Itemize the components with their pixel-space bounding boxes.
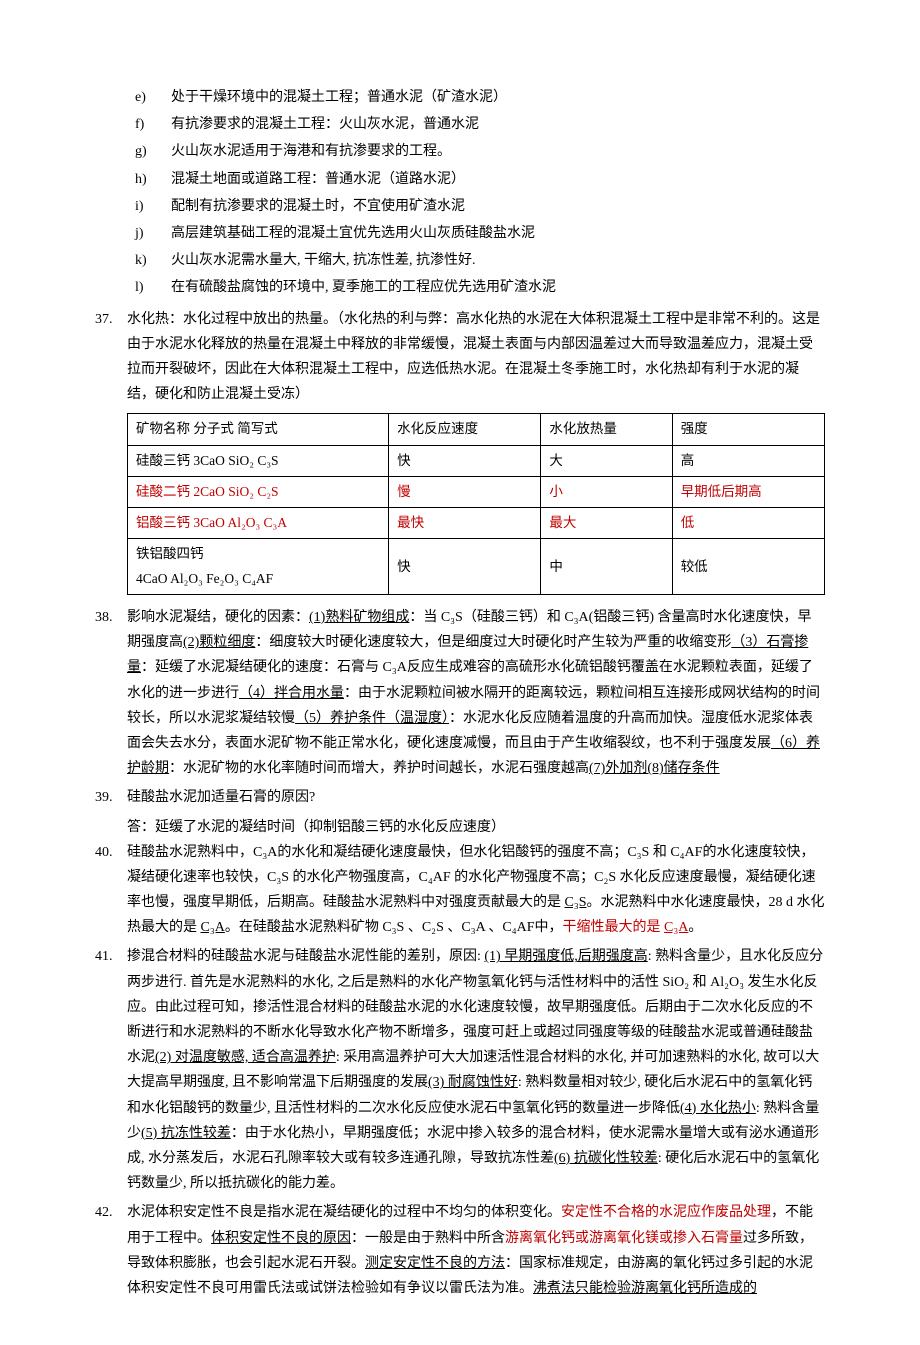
table-header: 矿物名称 分子式 简写式 <box>128 414 389 445</box>
text-span: 影响水泥凝结，硬化的因素： <box>127 610 309 625</box>
sub-text: 火山灰水泥适用于海港和有抗渗要求的工程。 <box>171 139 451 164</box>
item-39-a: 答：延缓了水泥的凝结时间（抑制铝酸三钙的水化反应速度） <box>127 815 825 840</box>
item-38-num: 38. <box>95 605 127 781</box>
item-42-text: 水泥体积安定性不良是指水泥在凝结硬化的过程中不均匀的体积变化。安定性不合格的水泥… <box>127 1200 825 1301</box>
text-span: 测定安定性不良的方法 <box>365 1256 505 1271</box>
text-span: 体积安定性不良的原因 <box>211 1231 351 1246</box>
item-38: 38. 影响水泥凝结，硬化的因素：(1)熟料矿物组成：当 C₃S（硅酸三钙）和 … <box>95 605 825 781</box>
text-span: (3) 耐腐蚀性好 <box>428 1075 518 1090</box>
sub-text: 有抗渗要求的混凝土工程：火山灰水泥，普通水泥 <box>171 112 479 137</box>
text-span: （5）养护条件（温湿度） <box>295 711 449 726</box>
sub-marker: e) <box>135 85 171 110</box>
sub-text: 高层建筑基础工程的混凝土宜优先选用火山灰质硅酸盐水泥 <box>171 221 535 246</box>
table-cell: 低 <box>672 508 824 539</box>
table-row: 铁铝酸四钙4CaO Al₂O₃ Fe₂O₃ C₄AF快中较低 <box>128 539 825 595</box>
minerals-table: 矿物名称 分子式 简写式水化反应速度水化放热量强度硅酸三钙 3CaO SiO₂ … <box>127 413 825 595</box>
table-row: 硅酸二钙 2CaO SiO₂ C₂S慢小早期低后期高 <box>128 476 825 507</box>
sub-marker: g) <box>135 139 171 164</box>
sub-marker: l) <box>135 275 171 300</box>
sub-text: 在有硫酸盐腐蚀的环境中, 夏季施工的工程应优先选用矿渣水泥 <box>171 275 556 300</box>
text-span: C₃A <box>201 920 225 935</box>
text-span: (6) 抗碳化性较差 <box>554 1151 658 1166</box>
text-span: 。 <box>688 920 702 935</box>
sub-item: g)火山灰水泥适用于海港和有抗渗要求的工程。 <box>135 139 825 164</box>
text-span: （4）拌合用水量 <box>239 686 344 701</box>
text-span: 水泥体积安定性不良是指水泥在凝结硬化的过程中不均匀的体积变化。 <box>127 1205 561 1220</box>
text-span: 安定性不合格的水泥应作废品处理 <box>561 1205 771 1220</box>
item-38-text: 影响水泥凝结，硬化的因素：(1)熟料矿物组成：当 C₃S（硅酸三钙）和 C₃A(… <box>127 605 825 781</box>
text-span: : 熟料含量少，且水化反应分两步进行. 首先是水泥熟料的水化, 之后是熟料的水化… <box>127 949 823 1065</box>
item-37: 37. 水化热：水化过程中放出的热量。（水化热的利与弊：高水化热的水泥在大体积混… <box>95 307 825 408</box>
item-42: 42. 水泥体积安定性不良是指水泥在凝结硬化的过程中不均匀的体积变化。安定性不合… <box>95 1200 825 1301</box>
sub-text: 火山灰水泥需水量大, 干缩大, 抗冻性差, 抗渗性好. <box>171 248 476 273</box>
sub-marker: k) <box>135 248 171 273</box>
table-cell: 最大 <box>541 508 672 539</box>
text-span: 干缩性最大的是 <box>563 920 665 935</box>
text-span: (2)颗粒细度 <box>183 635 255 650</box>
item-42-num: 42. <box>95 1200 127 1301</box>
text-span: 。在硅酸盐水泥熟料矿物 C₃S 、C₂S 、C₃A 、C₄AF中， <box>225 920 563 935</box>
sub-item: i)配制有抗渗要求的混凝土时，不宜使用矿渣水泥 <box>135 194 825 219</box>
sub-item: e)处于干燥环境中的混凝土工程；普通水泥（矿渣水泥） <box>135 85 825 110</box>
table-row: 铝酸三钙 3CaO Al₂O₃ C₃A最快最大低 <box>128 508 825 539</box>
sub-marker: i) <box>135 194 171 219</box>
sub-text: 处于干燥环境中的混凝土工程；普通水泥（矿渣水泥） <box>171 85 507 110</box>
sub-text: 配制有抗渗要求的混凝土时，不宜使用矿渣水泥 <box>171 194 465 219</box>
text-span: ：一般是由于熟料中所含 <box>351 1231 505 1246</box>
table-header: 水化反应速度 <box>389 414 541 445</box>
text-span: (1)熟料矿物组成 <box>309 610 409 625</box>
sub-item: f)有抗渗要求的混凝土工程：火山灰水泥，普通水泥 <box>135 112 825 137</box>
text-span: (1) 早期强度低,后期强度高 <box>484 949 647 964</box>
text-span: C₃A <box>664 920 688 935</box>
item-37-text: 水化热：水化过程中放出的热量。（水化热的利与弊：高水化热的水泥在大体积混凝土工程… <box>127 307 825 408</box>
sub-list: e)处于干燥环境中的混凝土工程；普通水泥（矿渣水泥）f)有抗渗要求的混凝土工程：… <box>135 85 825 301</box>
table-header: 强度 <box>672 414 824 445</box>
item-40: 40. 硅酸盐水泥熟料中，C₃A的水化和凝结硬化速度最快，但水化铝酸钙的强度不高… <box>95 840 825 941</box>
item-39-q: 硅酸盐水泥加适量石膏的原因? <box>127 785 825 810</box>
table-cell: 高 <box>672 445 824 476</box>
sub-item: k)火山灰水泥需水量大, 干缩大, 抗冻性差, 抗渗性好. <box>135 248 825 273</box>
sub-marker: j) <box>135 221 171 246</box>
text-span: 沸煮法只能检验游离氧化钙所造成的 <box>533 1281 757 1296</box>
item-39-num: 39. <box>95 785 127 810</box>
text-span: C₃S <box>565 895 587 910</box>
table-row: 硅酸三钙 3CaO SiO₂ C₃S快大高 <box>128 445 825 476</box>
table-cell: 快 <box>389 445 541 476</box>
table-cell: 铁铝酸四钙4CaO Al₂O₃ Fe₂O₃ C₄AF <box>128 539 389 595</box>
text-span: (5) 抗冻性较差 <box>141 1126 231 1141</box>
text-span: ：细度较大时硬化速度较大，但是细度过大时硬化时产生较为严重的收缩变形 <box>255 635 731 650</box>
text-span: ：水泥矿物的水化率随时间而增大，养护时间越长，水泥石强度越高 <box>169 761 589 776</box>
sub-text: 混凝土地面或道路工程：普通水泥（道路水泥） <box>171 167 465 192</box>
table-cell: 大 <box>541 445 672 476</box>
text-span: (2) 对温度敏感, 适合高温养护 <box>155 1050 336 1065</box>
table-cell: 快 <box>389 539 541 595</box>
sub-item: h)混凝土地面或道路工程：普通水泥（道路水泥） <box>135 167 825 192</box>
table-cell: 较低 <box>672 539 824 595</box>
table-cell: 慢 <box>389 476 541 507</box>
text-span: (7)外加剂(8)储存条件 <box>589 761 720 776</box>
item-41-text: 掺混合材料的硅酸盐水泥与硅酸盐水泥性能的差别，原因: (1) 早期强度低,后期强… <box>127 944 825 1196</box>
sub-marker: f) <box>135 112 171 137</box>
table-cell: 小 <box>541 476 672 507</box>
sub-marker: h) <box>135 167 171 192</box>
text-span: (4) 水化热小 <box>680 1101 756 1116</box>
item-40-text: 硅酸盐水泥熟料中，C₃A的水化和凝结硬化速度最快，但水化铝酸钙的强度不高；C₃S… <box>127 840 825 941</box>
item-41-num: 41. <box>95 944 127 1196</box>
table-cell: 硅酸三钙 3CaO SiO₂ C₃S <box>128 445 389 476</box>
item-41: 41. 掺混合材料的硅酸盐水泥与硅酸盐水泥性能的差别，原因: (1) 早期强度低… <box>95 944 825 1196</box>
text-span: 掺混合材料的硅酸盐水泥与硅酸盐水泥性能的差别，原因: <box>127 949 484 964</box>
item-39: 39. 硅酸盐水泥加适量石膏的原因? <box>95 785 825 810</box>
text-span: 游离氧化钙或游离氧化镁或掺入石膏量 <box>505 1231 743 1246</box>
item-40-num: 40. <box>95 840 127 941</box>
table-cell: 早期低后期高 <box>672 476 824 507</box>
sub-item: l)在有硫酸盐腐蚀的环境中, 夏季施工的工程应优先选用矿渣水泥 <box>135 275 825 300</box>
table-cell: 最快 <box>389 508 541 539</box>
table-header: 水化放热量 <box>541 414 672 445</box>
table-cell: 中 <box>541 539 672 595</box>
table-cell: 铝酸三钙 3CaO Al₂O₃ C₃A <box>128 508 389 539</box>
sub-item: j)高层建筑基础工程的混凝土宜优先选用火山灰质硅酸盐水泥 <box>135 221 825 246</box>
table-cell: 硅酸二钙 2CaO SiO₂ C₂S <box>128 476 389 507</box>
item-37-num: 37. <box>95 307 127 408</box>
